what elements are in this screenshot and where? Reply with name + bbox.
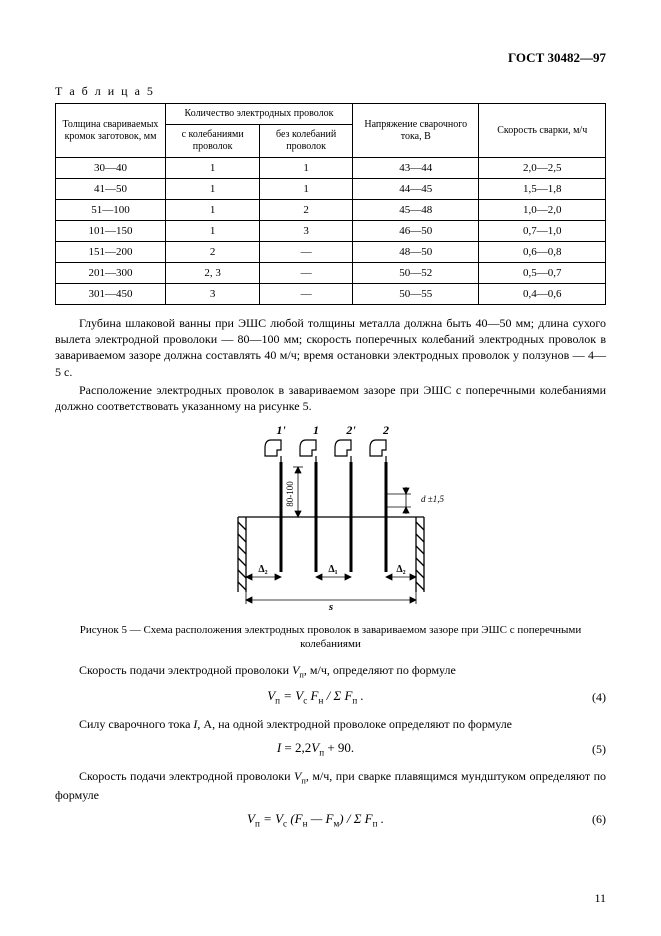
formula: Vп = Vс Fн / Σ Fп . [55,688,576,706]
cell: 1,5—1,8 [479,179,606,200]
table-row: 101—1501346—500,7—1,0 [56,221,606,242]
cell: 2,0—2,5 [479,158,606,179]
table-body: 30—401143—442,0—2,5 41—501144—451,5—1,8 … [56,158,606,305]
cell: 151—200 [56,242,166,263]
page: ГОСТ 30482—97 Т а б л и ц а 5 Толщина св… [0,0,661,936]
figure: 1' 1 2' 2 80-100 d ±1,5 [55,422,606,652]
cell: 30—40 [56,158,166,179]
cell: 2 [166,242,260,263]
formula-number: (4) [576,690,606,705]
cell: — [260,263,353,284]
paragraph: Расположение электродных проволок в зава… [55,382,606,414]
cell: — [260,284,353,305]
cell: 1 [260,158,353,179]
paragraph: Глубина шлаковой ванны при ЭШС любой тол… [55,315,606,380]
figure-caption: Рисунок 5 — Схема расположения электродн… [55,623,606,652]
delta-label: Δ₁ [328,564,337,575]
cell: 0,5—0,7 [479,263,606,284]
cell: 2 [260,200,353,221]
cell: 3 [260,221,353,242]
delta-label: Δ₂ [258,564,267,575]
electrode-label: 2' [345,423,356,437]
table-row: 51—1001245—481,0—2,0 [56,200,606,221]
cell: 0,6—0,8 [479,242,606,263]
document-id: ГОСТ 30482—97 [55,50,606,66]
col-subheader: с колебаниями проволок [166,125,260,158]
dim-label: 80-100 [285,481,295,507]
cell: 201—300 [56,263,166,284]
col-header-group: Количество электродных проволок [166,104,353,125]
formula-number: (5) [576,742,606,757]
delta-label: Δ₂ [396,564,405,575]
cell: 41—50 [56,179,166,200]
paragraph: Силу сварочного тока I, А, на одной элек… [55,716,606,732]
cell: 1 [166,221,260,242]
text-span: Силу сварочного тока [79,717,193,731]
formula: Vп = Vс (Fн — Fм) / Σ Fп . [55,811,576,829]
cell: 1 [166,158,260,179]
electrode-label: 1 [313,423,319,437]
cell: 43—44 [352,158,479,179]
electrode-label: 1' [276,423,286,437]
electrode-label: 2 [382,423,389,437]
formula-row: I = 2,2Vп + 90. (5) [55,740,606,758]
table-row: 41—501144—451,5—1,8 [56,179,606,200]
col-subheader: без колебаний проволок [260,125,353,158]
cell: 50—55 [352,284,479,305]
table-row: 201—3002, 3—50—520,5—0,7 [56,263,606,284]
body-text-block: Силу сварочного тока I, А, на одной элек… [55,716,606,732]
page-number: 11 [594,891,606,906]
cell: 46—50 [352,221,479,242]
cell: 1 [166,200,260,221]
cell: 2, 3 [166,263,260,284]
cell: 0,4—0,6 [479,284,606,305]
formula-row: Vп = Vс Fн / Σ Fп . (4) [55,688,606,706]
formula-row: Vп = Vс (Fн — Fм) / Σ Fп . (6) [55,811,606,829]
body-text-block: Глубина шлаковой ванны при ЭШС любой тол… [55,315,606,414]
cell: 3 [166,284,260,305]
paragraph: Скорость подачи электродной проволоки Vп… [55,662,606,681]
table-row: 151—2002—48—500,6—0,8 [56,242,606,263]
cell: 101—150 [56,221,166,242]
col-header: Напряжение сварочного тока, В [352,104,479,158]
table-label: Т а б л и ц а 5 [55,84,606,99]
paragraph: Скорость подачи электродной проволоки Vп… [55,768,606,803]
dim-label: d ±1,5 [421,494,444,504]
body-text-block: Скорость подачи электродной проволоки Vп… [55,768,606,803]
data-table: Толщина свариваемых кромок заготовок, мм… [55,103,606,305]
cell: 301—450 [56,284,166,305]
cell: 45—48 [352,200,479,221]
col-header: Скорость сварки, м/ч [479,104,606,158]
text-span: , м/ч, определяют по формуле [304,663,456,677]
table-row: 301—4503—50—550,4—0,6 [56,284,606,305]
text-span: , А, на одной электродной проволоке опре… [197,717,512,731]
s-label: s [327,601,332,612]
cell: 44—45 [352,179,479,200]
col-header: Толщина свариваемых кромок заготовок, мм [56,104,166,158]
cell: 50—52 [352,263,479,284]
cell: 1,0—2,0 [479,200,606,221]
cell: — [260,242,353,263]
text-span: Скорость подачи электродной проволоки [79,769,294,783]
cell: 48—50 [352,242,479,263]
cell: 0,7—1,0 [479,221,606,242]
cell: 1 [166,179,260,200]
diagram-svg: 1' 1 2' 2 80-100 d ±1,5 [211,422,451,612]
cell: 51—100 [56,200,166,221]
cell: 1 [260,179,353,200]
text-span: Скорость подачи электродной проволоки [79,663,292,677]
body-text-block: Скорость подачи электродной проволоки Vп… [55,662,606,681]
formula-number: (6) [576,812,606,827]
table-row: 30—401143—442,0—2,5 [56,158,606,179]
formula: I = 2,2Vп + 90. [55,740,576,758]
